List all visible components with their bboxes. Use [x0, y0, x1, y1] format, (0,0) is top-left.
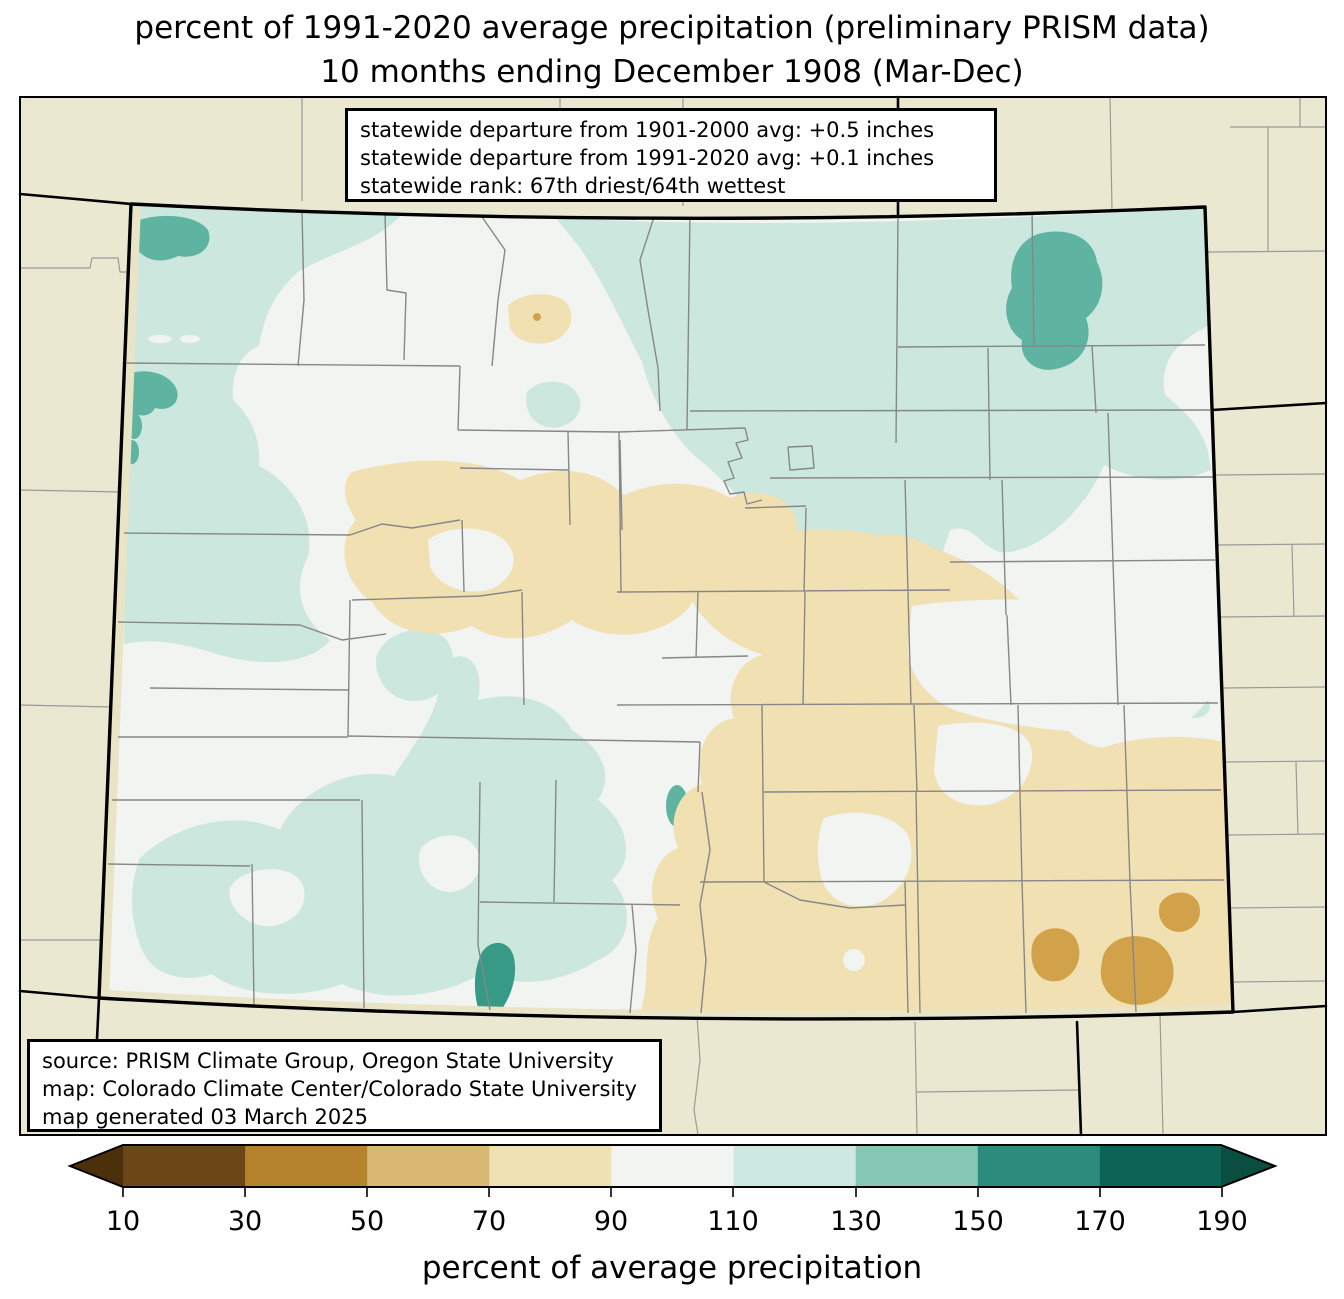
- region-central-below-normal: [344, 460, 697, 639]
- colorbar-tick-label-50: 50: [350, 1206, 384, 1237]
- stats-line-departure-1901-2000: statewide departure from 1901-2000 avg: …: [360, 118, 935, 142]
- colorbar-right-arrow: [1221, 1145, 1275, 1187]
- region-se-dry-blob: [1100, 936, 1174, 1005]
- statewide-stats-box: statewide departure from 1901-2000 avg: …: [345, 108, 997, 202]
- colorado-state-border: [97, 202, 1235, 1021]
- colorbar-tick-label-90: 90: [594, 1206, 628, 1237]
- colorbar-tick-label-130: 130: [830, 1206, 882, 1237]
- colorbar-tick-label-170: 170: [1074, 1206, 1126, 1237]
- source-box: source: PRISM Climate Group, Oregon Stat…: [27, 1039, 662, 1132]
- colorbar-axis-label: percent of average precipitation: [422, 1250, 922, 1286]
- colorbar-ticks: [122, 1187, 1223, 1197]
- plot-frame: [19, 96, 1327, 1136]
- generated-date-line: map generated 03 March 2025: [42, 1105, 369, 1129]
- colorbar-tick-label-190: 190: [1196, 1206, 1248, 1237]
- colorbar-left-arrow: [70, 1145, 123, 1187]
- region-nw-above-normal: [124, 206, 402, 663]
- colorbar-tick-label-10: 10: [106, 1206, 140, 1237]
- colorado-county-lines: [107, 209, 1225, 1014]
- colorbar-tick-label-110: 110: [707, 1206, 759, 1237]
- page-title-line1: percent of 1991-2020 average precipitati…: [134, 10, 1210, 46]
- colorbar-tick-label-70: 70: [472, 1206, 506, 1237]
- map-credit-line: map: Colorado Climate Center/Colorado St…: [42, 1077, 637, 1101]
- neighbor-county-lines: [19, 96, 1327, 1136]
- colorbar: 10 30 50 70 90 110 130 150 170 190 perce…: [67, 1144, 1278, 1286]
- region-ne-teal-blob: [1006, 231, 1103, 370]
- page-title-line2: 10 months ending December 1908 (Mar-Dec): [320, 54, 1024, 90]
- stats-line-departure-1991-2020: statewide departure from 1991-2020 avg: …: [360, 146, 935, 170]
- stats-line-rank: statewide rank: 67th driest/64th wettest: [360, 174, 786, 198]
- colorbar-tick-label-30: 30: [228, 1206, 262, 1237]
- colorado-precipitation-fills: [99, 204, 1233, 1019]
- source-line: source: PRISM Climate Group, Oregon Stat…: [42, 1049, 614, 1073]
- colorbar-tick-label-150: 150: [952, 1206, 1004, 1237]
